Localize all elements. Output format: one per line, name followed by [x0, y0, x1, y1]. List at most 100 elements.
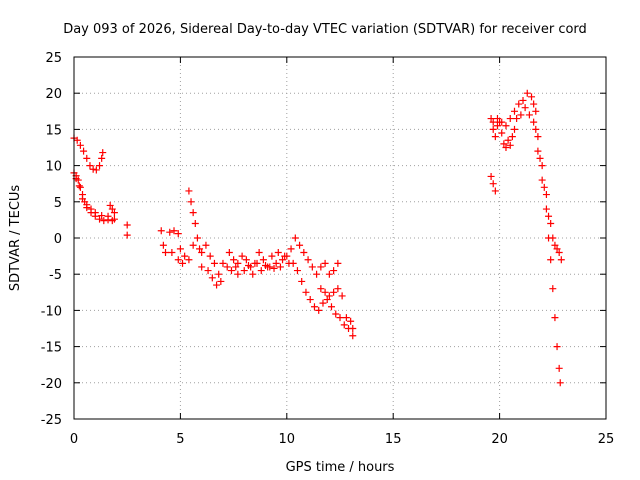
- data-point: [210, 259, 218, 267]
- data-point: [179, 259, 187, 267]
- data-point: [545, 212, 553, 220]
- data-point: [181, 252, 189, 260]
- data-point: [502, 122, 510, 130]
- data-point: [240, 267, 248, 275]
- y-tick-label: 0: [54, 232, 62, 247]
- data-point: [498, 129, 506, 137]
- data-point: [255, 248, 263, 256]
- data-point: [532, 125, 540, 133]
- y-tick-label: 10: [45, 160, 62, 175]
- data-point: [76, 141, 84, 149]
- data-point: [159, 241, 167, 249]
- data-points: [70, 89, 565, 387]
- data-point: [530, 100, 538, 108]
- data-point: [319, 299, 327, 307]
- data-point: [540, 183, 548, 191]
- data-point: [534, 133, 542, 141]
- data-point: [106, 201, 114, 209]
- y-tick-label: -10: [41, 304, 62, 319]
- data-point: [538, 162, 546, 170]
- data-point: [555, 248, 563, 256]
- data-point: [217, 277, 225, 285]
- data-point: [100, 217, 108, 225]
- data-point: [244, 262, 252, 270]
- data-point: [549, 285, 557, 293]
- data-point: [96, 162, 104, 170]
- data-point: [315, 306, 323, 314]
- data-point: [213, 281, 221, 289]
- data-point: [193, 234, 201, 242]
- data-point: [198, 248, 206, 256]
- data-point: [510, 125, 518, 133]
- data-point: [189, 209, 197, 217]
- data-point: [542, 205, 550, 213]
- data-point: [98, 212, 106, 220]
- data-point: [519, 96, 527, 104]
- data-point: [500, 140, 508, 148]
- data-point: [553, 343, 561, 351]
- data-point: [96, 215, 104, 223]
- data-point: [347, 317, 355, 325]
- data-point: [338, 292, 346, 300]
- x-tick-label: 10: [279, 432, 296, 447]
- data-point: [266, 263, 274, 271]
- data-point: [279, 256, 287, 264]
- data-point: [302, 288, 310, 296]
- data-point: [332, 310, 340, 318]
- data-point: [230, 256, 238, 264]
- data-point: [349, 332, 357, 340]
- data-point: [532, 107, 540, 115]
- data-point: [104, 212, 112, 220]
- data-point: [86, 162, 94, 170]
- data-point: [80, 147, 88, 155]
- data-point: [334, 259, 342, 267]
- data-point: [298, 277, 306, 285]
- data-point: [547, 256, 555, 264]
- data-point: [76, 183, 84, 191]
- y-axis-label: SDTVAR / TECUs: [8, 185, 23, 292]
- data-point: [534, 147, 542, 155]
- data-point: [317, 285, 325, 293]
- data-point: [274, 248, 282, 256]
- data-point: [304, 256, 312, 264]
- data-point: [545, 234, 553, 242]
- data-point: [325, 292, 333, 300]
- data-point: [238, 252, 246, 260]
- data-point: [73, 136, 81, 144]
- y-tick-label: 25: [45, 51, 62, 66]
- data-point: [340, 321, 348, 329]
- data-point: [189, 241, 197, 249]
- data-point: [123, 221, 131, 229]
- data-point: [262, 262, 270, 270]
- y-tick-label: 15: [45, 123, 62, 138]
- data-point: [108, 205, 116, 213]
- data-point: [110, 209, 118, 217]
- y-tick-label: 20: [45, 87, 62, 102]
- data-point: [498, 118, 506, 126]
- data-point: [557, 256, 565, 264]
- data-point: [157, 227, 165, 235]
- data-point: [506, 141, 514, 149]
- x-tick-label: 25: [598, 432, 615, 447]
- data-point: [185, 256, 193, 264]
- data-point: [215, 270, 223, 278]
- y-tick-label: 5: [54, 196, 62, 211]
- data-point: [547, 220, 555, 228]
- data-point: [170, 227, 178, 235]
- data-point: [166, 228, 174, 236]
- x-tick-label: 0: [70, 432, 78, 447]
- data-point: [174, 256, 182, 264]
- data-point: [270, 264, 278, 272]
- data-point: [321, 288, 329, 296]
- data-point: [176, 245, 184, 253]
- data-point: [510, 107, 518, 115]
- axis-ticks: [73, 56, 607, 420]
- data-point: [225, 248, 233, 256]
- data-point: [191, 220, 199, 228]
- data-point: [99, 149, 107, 157]
- data-point: [92, 166, 100, 174]
- data-point: [313, 270, 321, 278]
- data-point: [330, 288, 338, 296]
- data-point: [555, 364, 563, 372]
